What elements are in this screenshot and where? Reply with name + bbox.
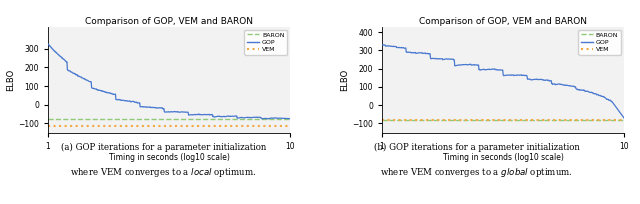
Title: Comparison of GOP, VEM and BARON: Comparison of GOP, VEM and BARON xyxy=(85,17,253,26)
Legend: BARON, GOP, VEM: BARON, GOP, VEM xyxy=(579,30,621,54)
Text: where VEM converges to a $\mathit{local}$ optimum.: where VEM converges to a $\mathit{local}… xyxy=(70,166,257,179)
Text: (b) GOP iterations for a parameter initialization: (b) GOP iterations for a parameter initi… xyxy=(374,143,580,152)
Title: Comparison of GOP, VEM and BARON: Comparison of GOP, VEM and BARON xyxy=(419,17,587,26)
Legend: BARON, GOP, VEM: BARON, GOP, VEM xyxy=(244,30,287,54)
Y-axis label: ELBO: ELBO xyxy=(6,68,15,91)
X-axis label: Timing in seconds (log10 scale): Timing in seconds (log10 scale) xyxy=(442,153,563,162)
Y-axis label: ELBO: ELBO xyxy=(340,68,349,91)
Text: where VEM converges to a $\mathit{global}$ optimum.: where VEM converges to a $\mathit{global… xyxy=(380,166,573,179)
X-axis label: Timing in seconds (log10 scale): Timing in seconds (log10 scale) xyxy=(109,153,230,162)
Text: (a) GOP iterations for a parameter initialization: (a) GOP iterations for a parameter initi… xyxy=(61,143,266,152)
